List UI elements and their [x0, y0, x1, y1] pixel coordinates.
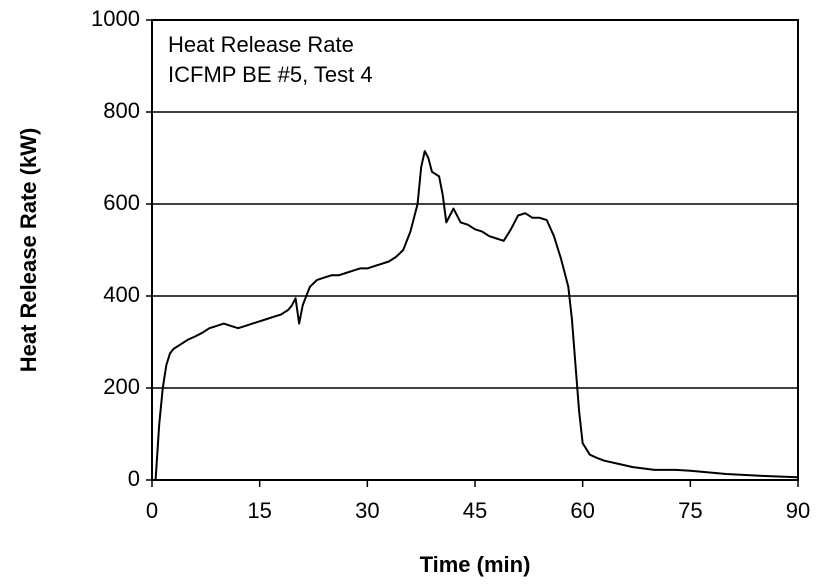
- x-axis-label: Time (min): [420, 552, 531, 577]
- x-tick-label: 15: [247, 498, 271, 523]
- data-line: [154, 150, 799, 481]
- y-tick-label: 1000: [91, 6, 140, 31]
- annotation: ICFMP BE #5, Test 4: [168, 62, 373, 87]
- plot-frame: [151, 19, 799, 481]
- x-tick-label: 60: [570, 498, 594, 523]
- x-tick-label: 75: [678, 498, 702, 523]
- x-tick-label: 45: [463, 498, 487, 523]
- y-tick-label: 800: [103, 98, 140, 123]
- annotation: Heat Release Rate: [168, 32, 354, 57]
- y-tick-label: 200: [103, 374, 140, 399]
- x-tick-label: 0: [146, 498, 158, 523]
- y-axis-label: Heat Release Rate (kW): [16, 128, 41, 373]
- x-tick-label: 30: [355, 498, 379, 523]
- x-tick-label: 90: [786, 498, 810, 523]
- y-tick-label: 400: [103, 282, 140, 307]
- y-tick-label: 0: [128, 466, 140, 491]
- y-tick-label: 600: [103, 190, 140, 215]
